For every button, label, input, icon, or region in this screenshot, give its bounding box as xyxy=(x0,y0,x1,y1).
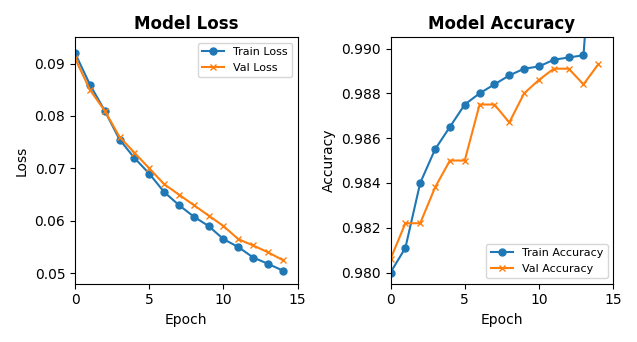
Val Loss xyxy=(220,224,227,228)
Train Loss xyxy=(190,214,197,219)
Val Accuracy xyxy=(565,67,573,71)
Val Loss xyxy=(145,166,153,170)
Y-axis label: Accuracy: Accuracy xyxy=(322,129,336,192)
Legend: Train Loss, Val Loss: Train Loss, Val Loss xyxy=(197,43,292,77)
Val Loss xyxy=(234,237,242,241)
Train Accuracy xyxy=(565,55,573,60)
Legend: Train Accuracy, Val Accuracy: Train Accuracy, Val Accuracy xyxy=(486,244,608,278)
Val Accuracy xyxy=(476,103,483,107)
Val Accuracy xyxy=(505,120,513,124)
Val Loss xyxy=(101,109,108,113)
Val Loss xyxy=(161,182,168,186)
Line: Val Loss: Val Loss xyxy=(71,55,286,264)
Train Loss xyxy=(71,51,79,55)
Train Loss xyxy=(264,262,272,266)
Line: Val Accuracy: Val Accuracy xyxy=(387,61,602,263)
Train Accuracy xyxy=(401,246,409,250)
X-axis label: Epoch: Epoch xyxy=(165,313,208,327)
Train Accuracy xyxy=(461,103,469,107)
Line: Train Loss: Train Loss xyxy=(71,50,286,274)
Train Loss xyxy=(205,224,213,228)
Y-axis label: Loss: Loss xyxy=(15,145,29,176)
Val Accuracy xyxy=(535,78,543,82)
Train Accuracy xyxy=(550,58,557,62)
X-axis label: Epoch: Epoch xyxy=(480,313,523,327)
Val Accuracy xyxy=(550,67,557,71)
Val Accuracy xyxy=(387,257,394,261)
Train Accuracy xyxy=(431,147,439,152)
Val Accuracy xyxy=(594,62,602,66)
Val Loss xyxy=(86,88,94,92)
Train Loss xyxy=(161,190,168,194)
Val Loss xyxy=(116,135,124,139)
Val Accuracy xyxy=(446,158,454,162)
Train Accuracy xyxy=(417,181,424,185)
Train Accuracy xyxy=(580,53,587,57)
Val Accuracy xyxy=(431,185,439,189)
Train Loss xyxy=(279,268,287,273)
Val Accuracy xyxy=(490,103,498,107)
Train Loss xyxy=(131,156,138,160)
Train Loss xyxy=(220,237,227,241)
Train Accuracy xyxy=(520,67,528,71)
Val Loss xyxy=(71,56,79,60)
Train Accuracy xyxy=(476,91,483,95)
Train Loss xyxy=(175,203,183,207)
Title: Model Accuracy: Model Accuracy xyxy=(428,15,575,33)
Train Accuracy xyxy=(505,74,513,78)
Train Loss xyxy=(145,172,153,176)
Val Accuracy xyxy=(401,221,409,225)
Train Loss xyxy=(101,109,108,113)
Val Accuracy xyxy=(580,82,587,87)
Train Accuracy xyxy=(490,82,498,87)
Train Accuracy xyxy=(446,125,454,129)
Val Accuracy xyxy=(417,221,424,225)
Val Loss xyxy=(131,150,138,155)
Line: Train Accuracy: Train Accuracy xyxy=(387,0,602,276)
Train Loss xyxy=(249,255,257,260)
Val Accuracy xyxy=(520,91,528,95)
Title: Model Loss: Model Loss xyxy=(134,15,239,33)
Train Loss xyxy=(116,137,124,142)
Train Accuracy xyxy=(387,271,394,275)
Val Accuracy xyxy=(461,158,469,162)
Train Loss xyxy=(86,82,94,87)
Train Accuracy xyxy=(535,64,543,68)
Val Loss xyxy=(175,193,183,197)
Val Loss xyxy=(249,244,257,248)
Val Loss xyxy=(264,250,272,254)
Val Loss xyxy=(279,258,287,262)
Val Loss xyxy=(190,203,197,207)
Val Loss xyxy=(205,213,213,218)
Train Loss xyxy=(234,245,242,249)
